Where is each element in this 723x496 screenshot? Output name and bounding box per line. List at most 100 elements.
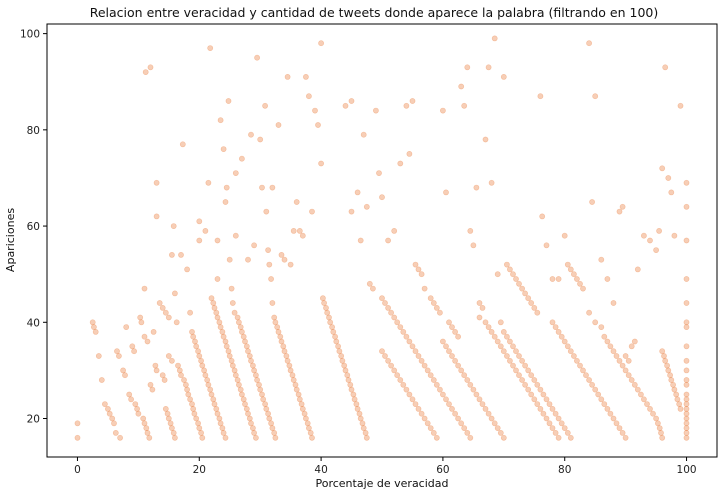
data-point — [458, 367, 465, 374]
data-point — [467, 381, 474, 388]
data-point — [661, 353, 667, 359]
data-point — [683, 429, 690, 436]
data-point — [338, 353, 345, 359]
data-point — [671, 232, 678, 239]
data-point — [436, 386, 443, 393]
data-point — [292, 381, 299, 388]
data-point — [256, 381, 262, 388]
data-point — [131, 348, 137, 355]
data-point — [342, 102, 349, 109]
data-point — [382, 300, 388, 306]
data-point — [665, 175, 672, 181]
data-point — [195, 420, 201, 427]
data-point — [295, 391, 302, 398]
data-point — [668, 189, 675, 196]
data-point — [564, 429, 571, 436]
data-point — [491, 333, 498, 340]
data-point — [280, 343, 287, 350]
data-point — [406, 338, 413, 345]
data-point — [659, 434, 666, 441]
data-point — [412, 401, 419, 407]
data-point — [506, 338, 513, 345]
data-point — [446, 319, 452, 326]
data-point — [179, 141, 186, 148]
data-point — [539, 213, 546, 220]
data-point — [353, 401, 360, 407]
y-axis-label: Apariciones — [4, 208, 17, 272]
data-point — [287, 367, 294, 374]
data-point — [427, 425, 434, 431]
data-point — [228, 285, 235, 292]
data-point — [235, 319, 242, 326]
data-point — [284, 74, 291, 80]
data-point — [482, 136, 489, 143]
data-point — [147, 381, 154, 388]
data-point — [379, 295, 385, 302]
data-point — [391, 367, 398, 374]
data-point — [225, 348, 232, 355]
data-point — [540, 410, 547, 417]
data-point — [607, 410, 614, 417]
data-point — [683, 415, 690, 422]
data-point — [458, 83, 465, 90]
data-point — [583, 372, 589, 379]
data-point — [409, 98, 416, 104]
data-point — [232, 372, 239, 379]
data-point — [159, 372, 166, 379]
data-point — [170, 223, 177, 229]
data-point — [683, 405, 690, 412]
data-point — [625, 357, 632, 364]
data-point — [683, 276, 690, 282]
data-point — [436, 309, 443, 316]
data-point — [622, 434, 629, 441]
data-point — [667, 372, 673, 379]
data-point — [301, 410, 308, 417]
data-point — [564, 261, 571, 268]
data-point — [289, 372, 296, 379]
data-point — [427, 372, 434, 379]
data-point — [74, 420, 81, 427]
data-point — [589, 199, 595, 205]
data-point — [216, 415, 223, 422]
data-point — [516, 353, 522, 359]
data-point — [199, 362, 206, 369]
data-point — [254, 377, 260, 383]
data-point — [683, 410, 690, 417]
data-point — [418, 410, 425, 417]
data-point — [549, 319, 556, 326]
data-point — [243, 405, 250, 412]
data-point — [232, 232, 239, 239]
data-point — [284, 357, 291, 364]
data-point — [268, 276, 274, 282]
data-point — [555, 434, 562, 441]
data-point — [571, 271, 577, 278]
data-point — [449, 353, 455, 359]
data-point — [430, 429, 437, 436]
data-point — [424, 420, 431, 427]
data-point — [299, 405, 306, 412]
data-point — [683, 343, 690, 350]
data-point — [406, 150, 413, 157]
data-point — [449, 405, 455, 412]
data-point — [439, 338, 446, 345]
data-point — [342, 367, 349, 374]
data-point — [111, 420, 117, 427]
data-point — [196, 218, 203, 225]
data-point — [503, 353, 510, 359]
data-point — [397, 324, 404, 330]
data-point — [439, 391, 446, 398]
data-point — [269, 425, 276, 431]
data-point — [217, 117, 224, 124]
data-point — [354, 405, 361, 412]
data-point — [670, 381, 676, 388]
data-point — [616, 357, 623, 364]
data-point — [243, 343, 250, 350]
data-point — [128, 396, 134, 403]
data-point — [506, 357, 513, 364]
data-point — [275, 122, 282, 128]
data-point — [252, 372, 259, 379]
data-point — [74, 434, 81, 441]
data-point — [153, 367, 160, 374]
data-point — [455, 333, 461, 340]
data-point — [592, 93, 599, 100]
